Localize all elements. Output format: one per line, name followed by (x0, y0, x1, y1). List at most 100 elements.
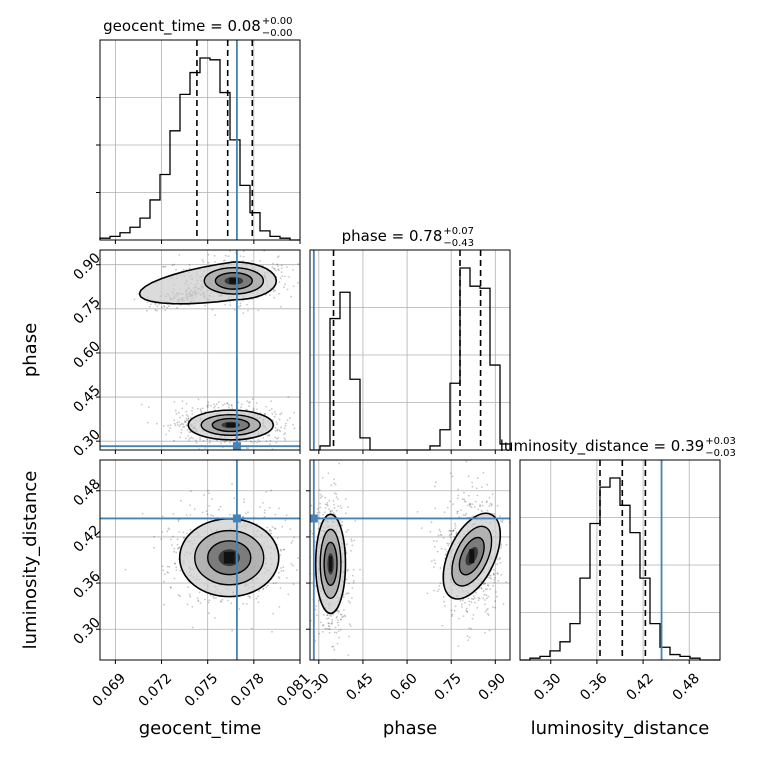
sample-point (334, 483, 337, 486)
sample-point (133, 298, 136, 301)
sample-point (181, 414, 184, 417)
sample-point (292, 423, 294, 426)
sample-point (452, 529, 455, 532)
sample-point (337, 630, 340, 632)
sample-point (438, 528, 441, 531)
density-peak (226, 422, 236, 428)
sample-point (146, 309, 148, 312)
sample-point (328, 628, 330, 630)
sample-point (329, 628, 331, 630)
sample-point (252, 408, 255, 411)
sample-point (178, 421, 181, 423)
x-axis-label-phase: phase (383, 718, 437, 739)
sample-point (277, 268, 280, 271)
sample-point (327, 617, 330, 620)
sample-point (207, 262, 210, 264)
sample-point (469, 503, 472, 505)
sample-point (239, 302, 242, 305)
sample-point (227, 255, 230, 258)
sample-point (237, 401, 240, 404)
sample-point (490, 503, 493, 505)
sample-point (292, 583, 295, 586)
sample-point (238, 305, 240, 308)
sample-point (230, 602, 233, 605)
sample-point (494, 606, 497, 609)
sample-point (213, 597, 215, 599)
sample-point (186, 429, 189, 431)
y-tick-label: 0.90 (71, 250, 104, 283)
sample-point (314, 585, 317, 587)
sample-point (285, 514, 288, 517)
sample-point (201, 511, 204, 514)
sample-point (198, 591, 201, 594)
sample-point (473, 597, 476, 600)
sample-point (176, 424, 179, 426)
sample-point (433, 540, 435, 542)
sample-point (474, 601, 476, 604)
sample-point (449, 529, 452, 532)
sample-point (169, 424, 172, 427)
sample-point (481, 501, 484, 503)
sample-point (489, 574, 492, 577)
sample-point (335, 493, 338, 496)
sample-point (182, 268, 185, 271)
sample-point (178, 531, 181, 533)
sample-point (338, 610, 341, 613)
sample-point (183, 420, 186, 422)
sample-point (328, 622, 330, 625)
sample-point (333, 507, 336, 509)
sample-point (270, 489, 272, 492)
density-content (133, 250, 300, 450)
sample-point (488, 574, 491, 577)
sample-point (337, 609, 340, 612)
sample-point (185, 419, 188, 422)
sample-point (488, 496, 491, 499)
sample-point (207, 601, 210, 604)
sample-point (176, 306, 178, 309)
sample-point (184, 437, 187, 440)
sample-point (486, 509, 489, 512)
sample-point (284, 275, 286, 278)
sample-point (345, 543, 348, 546)
sample-point (316, 508, 319, 511)
sample-point (470, 506, 473, 509)
sample-point (449, 500, 451, 503)
sample-point (321, 631, 324, 633)
sample-point (455, 531, 458, 534)
sample-point (449, 536, 452, 539)
sample-point (477, 599, 480, 602)
sample-point (208, 599, 211, 602)
scatter-frame (309, 459, 511, 661)
sample-point (500, 574, 503, 576)
sample-point (140, 403, 143, 406)
sample-point (493, 513, 496, 515)
sample-point (166, 530, 169, 533)
sample-point (324, 627, 327, 630)
sample-point (292, 269, 294, 271)
sample-point (501, 521, 504, 523)
sample-point (247, 595, 250, 597)
sample-point (249, 440, 252, 443)
sample-point (433, 559, 436, 561)
sample-point (332, 500, 335, 502)
sample-point (277, 255, 280, 258)
sample-point (229, 441, 231, 444)
x-tick-label: 0.90 (476, 670, 509, 703)
sample-point (179, 436, 182, 439)
sample-point (328, 631, 331, 634)
sample-point (161, 531, 164, 533)
sample-point (324, 496, 326, 499)
sample-point (475, 487, 478, 490)
sample-point (499, 557, 501, 559)
sample-point (327, 622, 330, 624)
sample-point (173, 550, 175, 553)
sample-point (471, 597, 473, 600)
sample-point (238, 440, 241, 442)
sample-point (490, 504, 493, 507)
sample-point (173, 577, 176, 580)
sample-point (242, 299, 244, 302)
sample-point (175, 412, 178, 415)
sample-point (326, 617, 328, 620)
sample-point (302, 554, 304, 556)
